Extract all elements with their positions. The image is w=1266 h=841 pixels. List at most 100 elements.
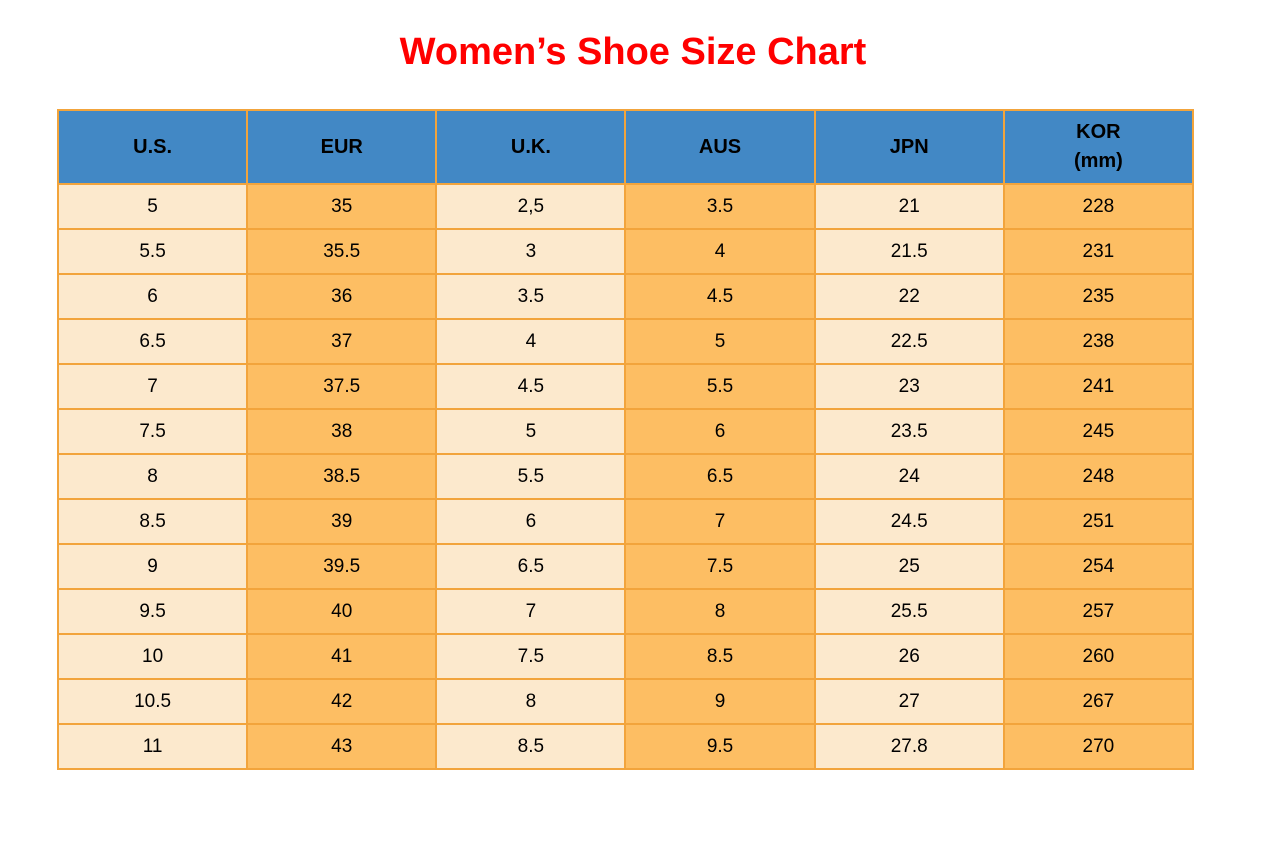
column-header-sublabel: (mm) xyxy=(1073,150,1123,172)
table-body: 5 35 2,5 3.5 21 228 5.5 35.5 3 4 21.5 231 6 36 3.5 4.5 2… xyxy=(56,183,1195,770)
table-row: 5 35 2,5 3.5 21 228 xyxy=(56,183,1195,230)
table-cell: 245 xyxy=(1002,408,1195,455)
table-cell: 3 xyxy=(435,228,627,275)
table-cell: 5.5 xyxy=(624,363,816,410)
table-cell: 5 xyxy=(624,318,816,365)
table-cell: 21 xyxy=(813,183,1005,230)
table-cell: 42 xyxy=(246,678,438,725)
table-row: 11 43 8.5 9.5 27.8 270 xyxy=(56,723,1195,770)
table-row: 6 36 3.5 4.5 22 235 xyxy=(56,273,1195,320)
table-cell: 6.5 xyxy=(56,318,249,365)
table-cell: 9 xyxy=(624,678,816,725)
table-cell: 24 xyxy=(813,453,1005,500)
table-cell: 37 xyxy=(246,318,438,365)
table-cell: 8.5 xyxy=(56,498,249,545)
table-row: 7.5 38 5 6 23.5 245 xyxy=(56,408,1195,455)
column-header-u-k: U.K. xyxy=(435,109,627,185)
table-cell: 238 xyxy=(1002,318,1195,365)
table-cell: 39.5 xyxy=(246,543,438,590)
table-cell: 4 xyxy=(624,228,816,275)
table-cell: 3.5 xyxy=(624,183,816,230)
table-cell: 40 xyxy=(246,588,438,635)
table-cell: 241 xyxy=(1002,363,1195,410)
header-row: U.S. EUR U.K. AUS JPN KOR (mm) xyxy=(56,109,1195,185)
table-cell: 22 xyxy=(813,273,1005,320)
table-cell: 254 xyxy=(1002,543,1195,590)
table-cell: 5.5 xyxy=(435,453,627,500)
column-header-label: U.K. xyxy=(510,135,551,158)
column-header-eur: EUR xyxy=(246,109,438,185)
column-header-kor-mm: KOR (mm) xyxy=(1002,109,1195,185)
table-cell: 8 xyxy=(435,678,627,725)
table-cell: 38.5 xyxy=(246,453,438,500)
table-cell: 24.5 xyxy=(813,498,1005,545)
table-cell: 260 xyxy=(1002,633,1195,680)
table-cell: 35.5 xyxy=(246,228,438,275)
table-cell: 9.5 xyxy=(56,588,249,635)
table-cell: 8 xyxy=(56,453,249,500)
table-row: 6.5 37 4 5 22.5 238 xyxy=(56,318,1195,365)
table-cell: 7.5 xyxy=(624,543,816,590)
table-cell: 25.5 xyxy=(813,588,1005,635)
table-row: 9.5 40 7 8 25.5 257 xyxy=(56,588,1195,635)
table-cell: 270 xyxy=(1002,723,1195,770)
table-cell: 4.5 xyxy=(435,363,627,410)
table-cell: 248 xyxy=(1002,453,1195,500)
table-cell: 22.5 xyxy=(813,318,1005,365)
table-cell: 23.5 xyxy=(813,408,1005,455)
table-cell: 9.5 xyxy=(624,723,816,770)
table-cell: 2,5 xyxy=(435,183,627,230)
table-cell: 11 xyxy=(56,723,249,770)
column-header-label: EUR xyxy=(320,135,363,158)
table-cell: 6.5 xyxy=(624,453,816,500)
column-header-label: AUS xyxy=(698,135,742,158)
table-cell: 35 xyxy=(246,183,438,230)
page-title: Women’s Shoe Size Chart xyxy=(399,31,867,73)
table-cell: 7.5 xyxy=(435,633,627,680)
column-header-aus: AUS xyxy=(624,109,816,185)
table-cell: 25 xyxy=(813,543,1005,590)
table-cell: 4 xyxy=(435,318,627,365)
table-cell: 7 xyxy=(624,498,816,545)
table-cell: 27.8 xyxy=(813,723,1005,770)
table-cell: 41 xyxy=(246,633,438,680)
table-cell: 10.5 xyxy=(56,678,249,725)
table-cell: 7 xyxy=(56,363,249,410)
table-row: 10.5 42 8 9 27 267 xyxy=(56,678,1195,725)
table-row: 10 41 7.5 8.5 26 260 xyxy=(56,633,1195,680)
shoe-size-table: U.S. EUR U.K. AUS JPN KOR (mm) 5 35 2,5 3.5 21 228 5… xyxy=(56,109,1195,770)
table-cell: 21.5 xyxy=(813,228,1005,275)
table-cell: 23 xyxy=(813,363,1005,410)
table-cell: 257 xyxy=(1002,588,1195,635)
table-cell: 26 xyxy=(813,633,1005,680)
table-cell: 38 xyxy=(246,408,438,455)
table-cell: 5.5 xyxy=(56,228,249,275)
table-cell: 36 xyxy=(246,273,438,320)
table-cell: 5 xyxy=(435,408,627,455)
table-cell: 3.5 xyxy=(435,273,627,320)
table-cell: 6 xyxy=(624,408,816,455)
table-cell: 267 xyxy=(1002,678,1195,725)
table-row: 9 39.5 6.5 7.5 25 254 xyxy=(56,543,1195,590)
table-cell: 10 xyxy=(56,633,249,680)
table-cell: 9 xyxy=(56,543,249,590)
table-cell: 228 xyxy=(1002,183,1195,230)
table-cell: 43 xyxy=(246,723,438,770)
table-cell: 7 xyxy=(435,588,627,635)
table-cell: 8 xyxy=(624,588,816,635)
table-cell: 8.5 xyxy=(435,723,627,770)
table-cell: 27 xyxy=(813,678,1005,725)
column-header-label: KOR xyxy=(1076,121,1121,143)
table-cell: 8.5 xyxy=(624,633,816,680)
table-cell: 235 xyxy=(1002,273,1195,320)
table-cell: 37.5 xyxy=(246,363,438,410)
table-row: 5.5 35.5 3 4 21.5 231 xyxy=(56,228,1195,275)
table-row: 7 37.5 4.5 5.5 23 241 xyxy=(56,363,1195,410)
table-row: 8.5 39 6 7 24.5 251 xyxy=(56,498,1195,545)
table-header: U.S. EUR U.K. AUS JPN KOR (mm) xyxy=(56,109,1195,185)
table-cell: 39 xyxy=(246,498,438,545)
table-cell: 251 xyxy=(1002,498,1195,545)
table-cell: 4.5 xyxy=(624,273,816,320)
table-cell: 231 xyxy=(1002,228,1195,275)
